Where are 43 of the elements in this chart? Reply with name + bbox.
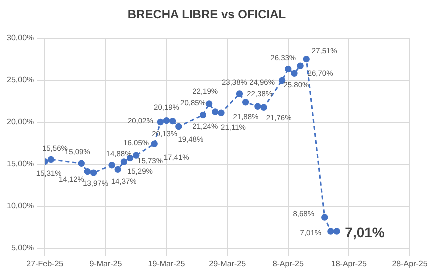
y-tick-label: 30,00% (6, 34, 34, 43)
point (303, 56, 310, 63)
point (169, 118, 176, 125)
point (278, 77, 286, 84)
point (212, 108, 219, 116)
y-tick-label: 15,00% (6, 160, 34, 169)
point (200, 112, 207, 119)
point (176, 123, 182, 130)
point (114, 166, 122, 174)
point (157, 118, 164, 126)
point (260, 104, 268, 111)
point (133, 152, 140, 159)
x-tick-label: 29-Mar-25 (209, 259, 247, 268)
point (163, 117, 170, 124)
x-tick-label: 18-Apr-25 (331, 259, 368, 268)
x-tick-label: 8-Apr-25 (272, 259, 304, 268)
point (285, 66, 292, 73)
point (120, 158, 128, 166)
x-tick-label: 28-Apr-25 (392, 259, 428, 268)
point (254, 103, 262, 110)
point (328, 228, 334, 235)
x-tick-label: 19-Mar-25 (148, 259, 186, 268)
x-tick-label: 9-Mar-25 (90, 259, 123, 268)
point (322, 214, 328, 221)
point (151, 140, 158, 148)
y-tick-label: 5,00% (11, 244, 34, 253)
point (206, 100, 213, 108)
y-tick-label: 25,00% (6, 76, 34, 85)
point (90, 170, 98, 176)
point (108, 162, 116, 169)
x-tick-label: 27-Feb-25 (26, 259, 64, 268)
point (236, 90, 244, 98)
point (218, 110, 225, 116)
point (84, 168, 92, 176)
point (297, 62, 304, 70)
data-label: 7,01% (345, 224, 386, 240)
point (78, 160, 85, 167)
point (242, 99, 250, 106)
y-tick-label: 20,00% (6, 118, 34, 127)
chart-title: BRECHA LIBRE vs OFICIAL (128, 8, 286, 22)
point (334, 228, 340, 235)
y-tick-label: 10,00% (6, 202, 34, 211)
point (291, 70, 298, 78)
